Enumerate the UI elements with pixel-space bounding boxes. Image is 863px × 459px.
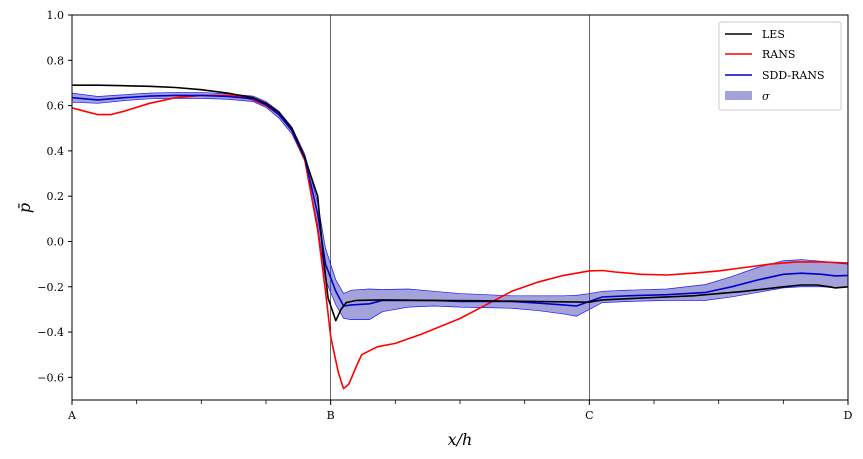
y-tick-label: 0.8 xyxy=(47,54,65,67)
y-tick-label: −0.2 xyxy=(37,281,64,294)
sigma-band xyxy=(71,92,849,320)
legend-frame xyxy=(718,21,842,111)
y-tick-label: 0.0 xyxy=(47,235,65,248)
axes: 1.0 0.8 0.6 0.4 0.2 0.0 −0.2 −0.4 −0.6 A B C D xyxy=(37,9,852,422)
x-axis-label: x/h xyxy=(448,430,473,449)
y-tick-label: 0.4 xyxy=(47,145,65,158)
legend-label-sdd-rans: SDD-RANS xyxy=(762,69,824,82)
series-line-sdd-rans xyxy=(71,94,849,307)
legend: LES RANS SDD-RANS σ xyxy=(718,21,842,111)
y-tick-label: 1.0 xyxy=(47,9,65,22)
legend-label-rans: RANS xyxy=(762,48,795,61)
legend-swatch-sigma xyxy=(725,91,752,100)
y-tick-label: 0.2 xyxy=(47,190,65,203)
x-tick-label: D xyxy=(844,409,853,422)
y-tick-label: 0.6 xyxy=(47,100,65,113)
legend-label-sigma: σ xyxy=(762,90,770,103)
y-axis-label: p̄ xyxy=(15,203,34,213)
x-tick-label: C xyxy=(585,409,593,422)
y-tick-label: −0.4 xyxy=(37,326,64,339)
series-line-rans xyxy=(71,94,849,390)
x-tick-label: B xyxy=(327,409,335,422)
legend-label-les: LES xyxy=(762,28,785,41)
plot-area xyxy=(71,15,849,400)
x-tick-label: A xyxy=(67,409,77,422)
series-line-les xyxy=(72,84,849,322)
y-tick-label: −0.6 xyxy=(37,371,64,384)
